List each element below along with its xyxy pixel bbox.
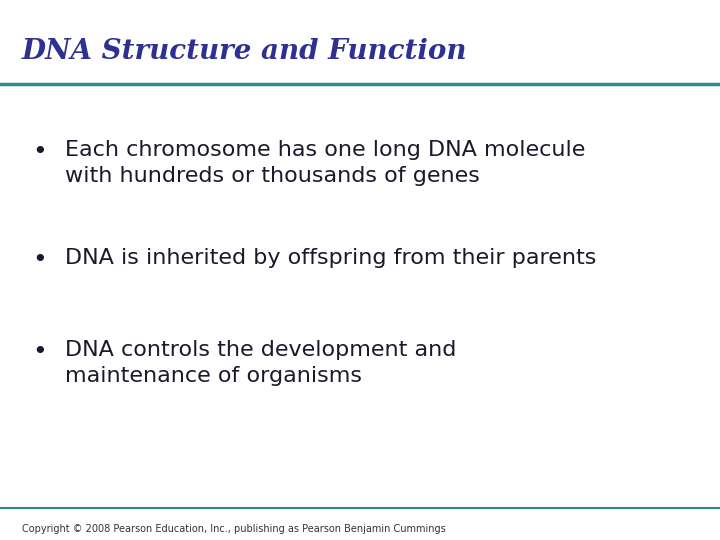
Text: •: •: [32, 140, 47, 164]
Text: •: •: [32, 340, 47, 364]
Text: DNA is inherited by offspring from their parents: DNA is inherited by offspring from their…: [65, 248, 596, 268]
Text: DNA Structure and Function: DNA Structure and Function: [22, 38, 467, 65]
Text: Copyright © 2008 Pearson Education, Inc., publishing as Pearson Benjamin Cumming: Copyright © 2008 Pearson Education, Inc.…: [22, 524, 446, 534]
Text: •: •: [32, 248, 47, 272]
Text: Each chromosome has one long DNA molecule
with hundreds or thousands of genes: Each chromosome has one long DNA molecul…: [65, 140, 585, 186]
Text: DNA controls the development and
maintenance of organisms: DNA controls the development and mainten…: [65, 340, 456, 386]
